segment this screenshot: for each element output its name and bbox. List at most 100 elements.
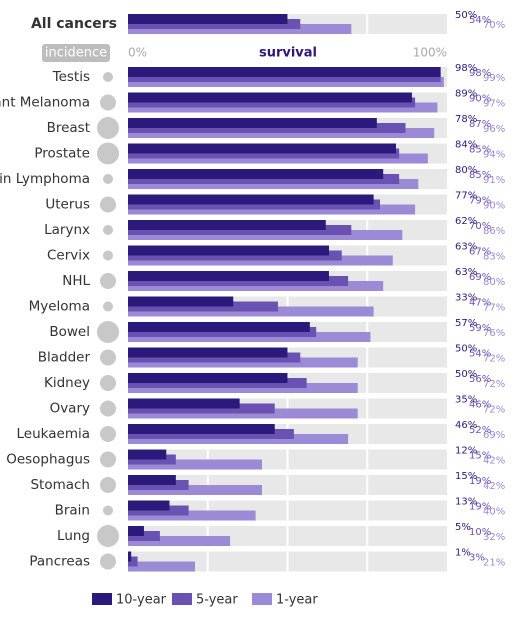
value-label: 72% <box>483 405 505 416</box>
legend-label: 1-year <box>276 593 318 608</box>
bar <box>128 424 275 434</box>
bar <box>128 475 176 485</box>
legend-swatch <box>172 593 192 605</box>
bar <box>128 296 234 307</box>
incidence-circle <box>100 451 116 468</box>
incidence-circle <box>97 142 119 165</box>
value-label: 70% <box>469 221 491 232</box>
category-label: Lung <box>57 528 90 544</box>
value-label: 50% <box>455 369 477 380</box>
bar <box>128 561 195 572</box>
incidence-circle <box>103 72 113 82</box>
category-label: NHL <box>62 273 90 289</box>
incidence-circle <box>100 400 116 417</box>
x-tick-label: 100% <box>413 46 447 60</box>
category-label: All cancers <box>31 16 117 32</box>
value-label: 50% <box>455 344 477 355</box>
incidence-circle <box>100 553 116 570</box>
bar <box>128 67 441 77</box>
bar <box>128 398 240 409</box>
category-label: Kidney <box>44 375 90 391</box>
value-label: 46% <box>455 420 477 431</box>
incidence-circle <box>100 375 116 391</box>
value-label: 40% <box>483 507 505 518</box>
category-label: Prostate <box>34 146 90 162</box>
value-label: 87% <box>469 119 491 130</box>
value-label: 57% <box>455 318 477 329</box>
bar <box>128 194 374 205</box>
incidence-badge <box>42 44 110 62</box>
value-label: 56% <box>469 374 491 385</box>
category-label: Stomach <box>30 477 90 493</box>
incidence-circle <box>103 174 113 184</box>
category-label: Uterus <box>45 197 90 213</box>
incidence-circle <box>97 321 119 343</box>
value-label: 80% <box>483 277 505 288</box>
value-label: 70% <box>483 20 505 31</box>
value-label: 69% <box>469 272 491 283</box>
x-axis-label: survival <box>259 46 317 61</box>
value-label: 80% <box>455 165 477 176</box>
value-label: 42% <box>483 481 505 492</box>
bar <box>128 143 396 154</box>
category-label: Bladder <box>38 350 91 366</box>
value-label: 90% <box>469 94 491 105</box>
value-label: 94% <box>483 150 505 161</box>
value-label: 78% <box>455 114 477 125</box>
category-label: Myeloma <box>29 299 90 315</box>
incidence-circle <box>100 477 116 493</box>
bar <box>128 551 132 562</box>
value-label: 54% <box>469 15 491 26</box>
value-label: 69% <box>483 430 505 441</box>
value-label: 85% <box>469 145 491 156</box>
incidence-label: incidence <box>45 46 107 61</box>
value-label: 13% <box>455 497 477 508</box>
value-label: 79% <box>469 196 491 207</box>
bar <box>128 526 144 536</box>
bar <box>128 510 256 521</box>
value-label: 19% <box>469 476 491 487</box>
value-label: 86% <box>483 226 505 237</box>
value-label: 99% <box>483 73 505 84</box>
category-label: Breast <box>47 120 90 136</box>
legend-swatch <box>92 593 112 605</box>
category-label: Brain <box>55 503 90 519</box>
value-label: 3% <box>469 553 485 564</box>
category-label: Oesophagus <box>6 452 90 468</box>
value-label: 5% <box>455 522 471 533</box>
value-label: 1% <box>455 548 471 559</box>
category-label: Leukaemia <box>17 426 90 442</box>
value-label: 54% <box>469 349 491 360</box>
value-label: 91% <box>483 175 505 186</box>
value-label: 33% <box>455 293 477 304</box>
value-label: 32% <box>483 532 505 543</box>
bar <box>128 220 326 230</box>
incidence-circle <box>103 301 113 312</box>
incidence-circle <box>100 273 116 289</box>
incidence-circle <box>100 94 116 111</box>
incidence-circle <box>103 250 113 261</box>
legend-label: 5-year <box>196 593 238 608</box>
value-label: 21% <box>483 558 505 569</box>
bar <box>128 14 288 24</box>
value-label: 12% <box>455 446 477 457</box>
value-label: 46% <box>469 400 491 411</box>
category-label: Malignant Melanoma <box>0 95 90 111</box>
value-label: 77% <box>483 303 505 314</box>
value-label: 77% <box>455 191 477 202</box>
value-label: 98% <box>455 63 477 74</box>
incidence-circle <box>103 505 113 516</box>
bar <box>128 485 262 495</box>
category-label: Pancreas <box>29 554 90 570</box>
x-tick-label: 0% <box>128 46 147 60</box>
incidence-circle <box>97 117 119 139</box>
value-label: 42% <box>483 456 505 467</box>
category-label: Ovary <box>50 401 90 417</box>
bar <box>128 118 377 128</box>
value-label: 15% <box>469 451 491 462</box>
value-label: 76% <box>483 328 505 339</box>
value-label: 96% <box>483 124 505 135</box>
bar <box>128 169 384 179</box>
bar <box>128 536 231 546</box>
value-label: 15% <box>455 471 477 482</box>
